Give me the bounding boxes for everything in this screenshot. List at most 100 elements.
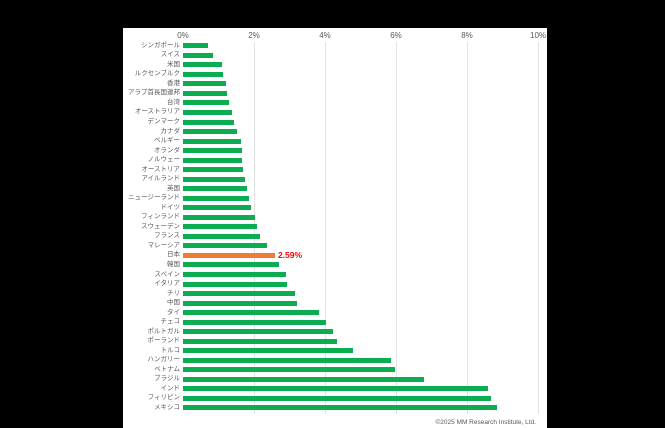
- bar-track: [183, 174, 538, 184]
- bar: [183, 62, 223, 68]
- chart-row: ニュージーランド: [123, 194, 547, 204]
- category-label: スウェーデン: [141, 222, 180, 230]
- category-label: ブラジル: [154, 375, 180, 383]
- gridline: [396, 42, 397, 414]
- category-label: アラブ首長国連邦: [128, 89, 180, 97]
- bar-track: [183, 365, 538, 375]
- chart-row: シンガポール: [123, 41, 547, 51]
- bar: [183, 376, 425, 382]
- category-label: ポルトガル: [147, 327, 181, 335]
- chart-row: ハンガリー: [123, 356, 547, 366]
- bar: [183, 71, 224, 77]
- bar: [183, 272, 286, 278]
- category-label: 香港: [167, 79, 180, 87]
- bar-track: [183, 317, 538, 327]
- bar-track: [183, 241, 538, 251]
- category-label: ドイツ: [160, 203, 181, 211]
- highlight-value-label: 2.59%: [277, 249, 303, 260]
- bar: [183, 90, 228, 96]
- category-label: チリ: [167, 289, 180, 297]
- x-tick-label: 2%: [248, 31, 260, 40]
- category-label: オーストリア: [141, 165, 180, 173]
- bar: [183, 319, 326, 325]
- chart-row: タイ: [123, 308, 547, 318]
- bar-track: [183, 279, 538, 289]
- bar-track: [183, 289, 538, 299]
- bar-track: [183, 327, 538, 337]
- bar-track: [183, 403, 538, 413]
- chart-row: ベトナム: [123, 365, 547, 375]
- bar-rows: シンガポール スイス 米国 ルクセンブルク 香港 アラブ首長国連邦: [123, 41, 547, 413]
- bar-track: [183, 394, 538, 404]
- category-label: 日本: [167, 251, 180, 259]
- chart-row: ドイツ: [123, 203, 547, 213]
- bar: [183, 109, 232, 115]
- x-tick-label: 4%: [319, 31, 331, 40]
- category-label: マレーシア: [147, 241, 180, 249]
- category-label: フィンランド: [141, 213, 180, 221]
- category-label: ノルウェー: [147, 156, 181, 164]
- bar: [183, 338, 337, 344]
- category-label: オランダ: [154, 146, 180, 154]
- chart-row: ルクセンブルク: [123, 70, 547, 80]
- bar: [183, 195, 249, 201]
- category-label: スイス: [160, 51, 180, 59]
- bar-track: [183, 222, 538, 232]
- highlight-bar: [183, 252, 275, 258]
- bar: [183, 357, 392, 363]
- chart-row: 米国: [123, 60, 547, 70]
- x-tick-label: 0%: [177, 31, 189, 40]
- bar-track: [183, 356, 538, 366]
- chart-row: オーストラリア: [123, 108, 547, 118]
- bar-track: [183, 117, 538, 127]
- bar: [183, 205, 251, 211]
- category-label: ルクセンブルク: [134, 70, 180, 78]
- bar-track: [183, 108, 538, 118]
- bar: [183, 386, 489, 392]
- chart-row: ブラジル: [123, 375, 547, 385]
- bar-track: [183, 375, 538, 385]
- chart-row: ポルトガル: [123, 327, 547, 337]
- chart-row: フランス: [123, 232, 547, 242]
- category-label: オーストラリア: [134, 108, 180, 116]
- chart-row: デンマーク: [123, 117, 547, 127]
- bar: [183, 262, 279, 268]
- bar: [183, 224, 257, 230]
- bar-track: [183, 232, 538, 242]
- chart-row: スイス: [123, 51, 547, 61]
- chart-row: イタリア: [123, 279, 547, 289]
- chart-row: ノルウェー: [123, 155, 547, 165]
- bar: [183, 167, 244, 173]
- bar: [183, 310, 320, 316]
- chart-row: アイルランド: [123, 174, 547, 184]
- category-label: 中国: [167, 299, 180, 307]
- chart-row: ポーランド: [123, 336, 547, 346]
- chart-row: スペイン: [123, 270, 547, 280]
- category-label: フィリピン: [147, 394, 180, 402]
- chart-row: チリ: [123, 289, 547, 299]
- gridline: [467, 42, 468, 414]
- chart-row: マレーシア: [123, 241, 547, 251]
- bar-track: [183, 184, 538, 194]
- bar: [183, 129, 238, 135]
- bar-track: [183, 155, 538, 165]
- bar-track: [183, 146, 538, 156]
- category-label: スペイン: [154, 270, 180, 278]
- bar-track: [183, 270, 538, 280]
- chart-row: 英国: [123, 184, 547, 194]
- category-label: 米国: [167, 60, 180, 68]
- chart-row: オーストリア: [123, 165, 547, 175]
- bar-track: [183, 336, 538, 346]
- bar-track: [183, 41, 538, 51]
- bar: [183, 157, 243, 163]
- bar: [183, 186, 247, 192]
- bar: [183, 291, 296, 297]
- category-label: タイ: [167, 308, 180, 316]
- bar-track: [183, 298, 538, 308]
- category-label: ポーランド: [147, 337, 181, 345]
- bar-track: [183, 346, 538, 356]
- bar-track: [183, 70, 538, 80]
- bar: [183, 81, 226, 87]
- bar-track: [183, 203, 538, 213]
